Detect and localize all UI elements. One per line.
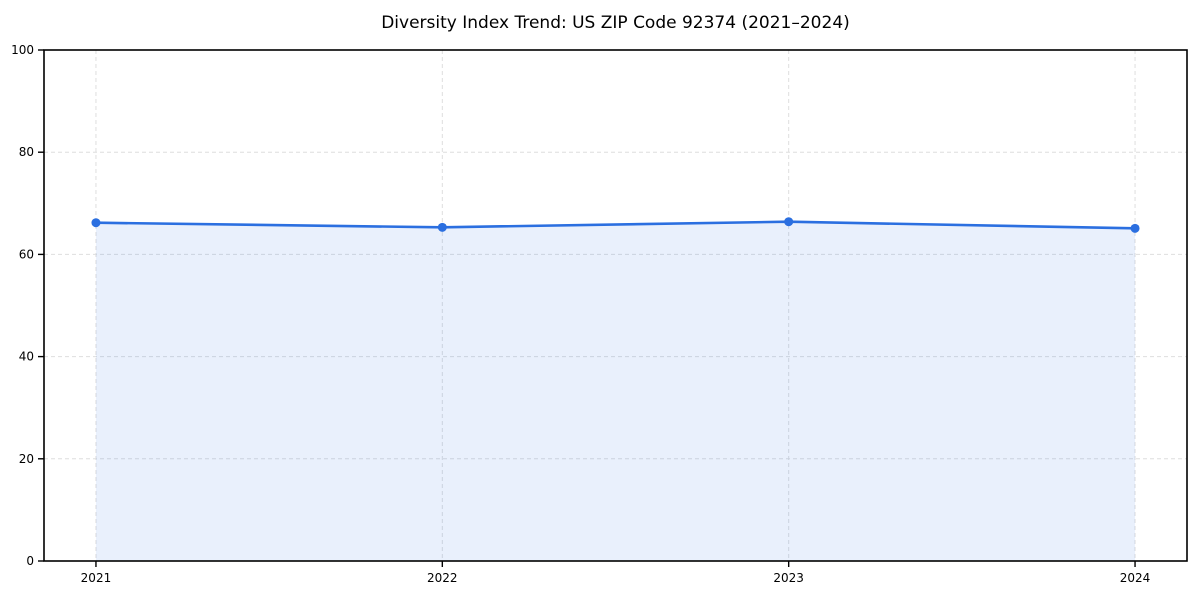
data-point bbox=[1130, 223, 1140, 233]
data-points bbox=[91, 217, 1140, 233]
data-point bbox=[784, 217, 794, 227]
y-tick-label: 0 bbox=[26, 554, 34, 568]
line-path bbox=[94, 220, 1137, 230]
y-tick-label: 100 bbox=[11, 43, 34, 57]
frame-rect bbox=[43, 49, 1188, 562]
gridlines bbox=[44, 50, 1187, 561]
x-tick-label: 2022 bbox=[427, 571, 458, 585]
area-fill bbox=[95, 221, 1136, 562]
axis-labels: 0 20 40 60 80 100 2021 2022 2023 2024 bbox=[11, 43, 1150, 585]
area-path bbox=[95, 221, 1136, 562]
x-tick-label: 2024 bbox=[1120, 571, 1151, 585]
y-tick-label: 40 bbox=[19, 350, 34, 364]
y-tick-label: 80 bbox=[19, 145, 34, 159]
chart-title: Diversity Index Trend: US ZIP Code 92374… bbox=[381, 13, 850, 33]
plot-frame bbox=[43, 49, 1188, 562]
data-point bbox=[437, 222, 447, 232]
x-tick-label: 2021 bbox=[81, 571, 112, 585]
x-tick-label: 2023 bbox=[773, 571, 804, 585]
y-tick-label: 20 bbox=[19, 452, 34, 466]
trend-line bbox=[94, 220, 1137, 230]
data-point bbox=[91, 218, 101, 228]
axis-ticks bbox=[38, 49, 1136, 567]
y-tick-label: 60 bbox=[19, 247, 34, 261]
